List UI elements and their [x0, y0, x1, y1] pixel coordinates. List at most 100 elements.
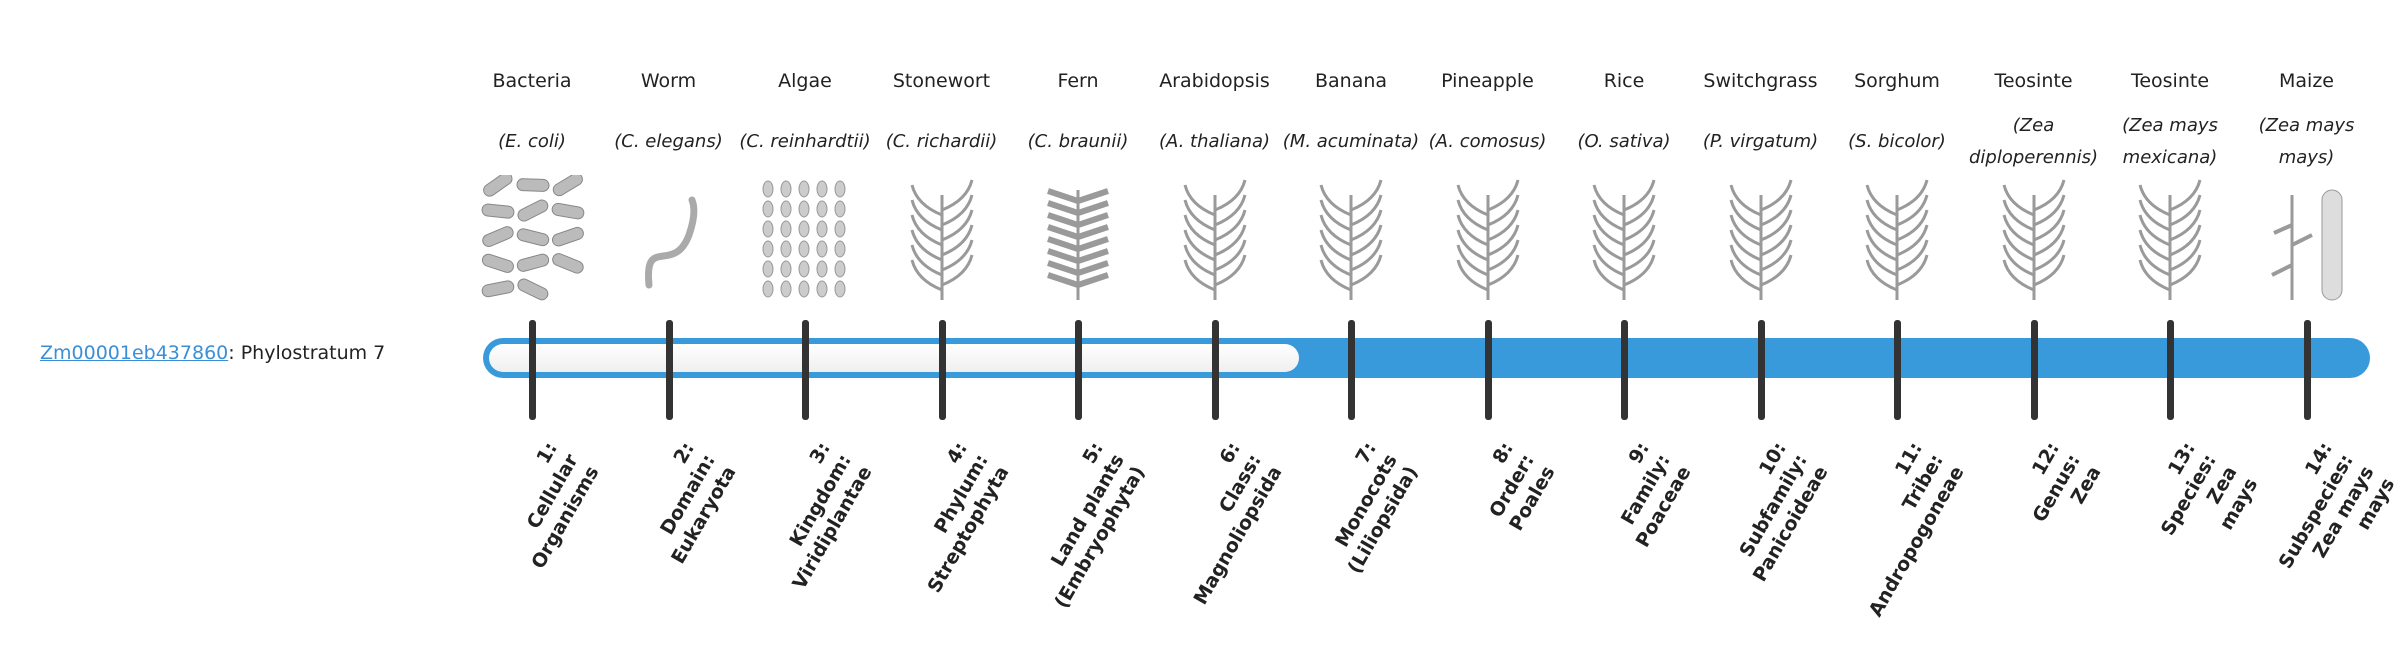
stratum-label: 6: Class: Magnoliopsida: [1125, 438, 1287, 647]
species-text: (C. richardii): [885, 131, 998, 152]
organism-species-name: (C. richardii): [872, 106, 1012, 178]
species-text: (Zea diploperennis): [1968, 115, 2099, 168]
organism-common-name: Banana: [1314, 70, 1388, 92]
organism-common-name: Bacteria: [492, 70, 572, 92]
organism-common-name: Worm: [640, 70, 697, 92]
organism-common-name: Rice: [1603, 70, 1645, 92]
stratum-label: 1: Cellular Organisms: [442, 438, 604, 647]
organism-column: Bacteria (E. coli): [462, 66, 602, 178]
organism-species-name: (S. bicolor): [1827, 106, 1967, 178]
stratum-tick: [1211, 320, 1219, 420]
organism-column: Fern (C. braunii): [1008, 66, 1148, 178]
gene-id-link[interactable]: Zm00001eb437860: [40, 342, 229, 364]
organism-species-name: (M. acuminata): [1281, 106, 1421, 178]
organism-common-name: Sorghum: [1854, 70, 1940, 92]
separator: :: [228, 342, 235, 364]
organism-column: Switchgrass (P. virgatum): [1691, 66, 1831, 178]
organism-column: Teosinte (Zea mays mexicana): [2100, 66, 2240, 178]
organism-species-name: (Zea mays mays): [2237, 106, 2377, 178]
stratum-tick: [1621, 320, 1628, 420]
organism-common-name: Teosinte: [1994, 70, 2073, 92]
organism-species-name: (A. comosus): [1418, 106, 1558, 178]
organism-species-name: (A. thaliana): [1145, 106, 1285, 178]
stratum-label: 8: Order: Poales: [1398, 438, 1560, 647]
stratum-tick: [802, 320, 809, 420]
organism-column: Banana (M. acuminata): [1281, 66, 1421, 178]
species-text: (E. coli): [498, 131, 566, 152]
worm-icon: [614, 175, 724, 303]
organism-species-name: (E. coli): [462, 106, 602, 178]
teosinte-icon: [1979, 175, 2089, 303]
organism-species-name: (Zea mays mexicana): [2100, 106, 2240, 178]
switchgrass-icon: [1706, 175, 1816, 303]
organism-column: Rice (O. sativa): [1554, 66, 1694, 178]
stratum-tick: [1484, 320, 1492, 420]
teosinte-mexicana-icon: [2115, 175, 2225, 303]
organism-species-name: (C. reinhardtii): [735, 106, 875, 178]
organism-column: Sorghum (S. bicolor): [1827, 66, 1967, 178]
stratum-tick: [1894, 320, 1901, 420]
stratum-tick: [529, 320, 536, 420]
organism-column: Maize (Zea mays mays): [2237, 66, 2377, 178]
stratum-tick: [665, 320, 673, 420]
species-text: (S. bicolor): [1848, 131, 1946, 152]
stratum-tick: [938, 320, 946, 420]
stratum-label: 10: Subfamily: Panicoideae: [1671, 438, 1833, 647]
stratum-tick: [1757, 320, 1765, 420]
organism-common-name: Maize: [2279, 70, 2334, 92]
bacteria-icon: [477, 172, 587, 303]
species-text: (Zea mays mexicana): [2122, 115, 2218, 168]
stratum-label: 2: Domain: Eukaryota: [579, 438, 741, 647]
arabidopsis-icon: [1160, 175, 1270, 303]
phylostratum-text: Phylostratum 7: [234, 342, 386, 364]
organism-column: Stonewort (C. richardii): [872, 66, 1012, 178]
organism-species-name: (O. sativa): [1554, 106, 1694, 178]
phylostratum-bar: [483, 338, 2370, 378]
gene-stratum-label: Zm00001eb437860: Phylostratum 7: [40, 340, 385, 366]
organism-common-name: Fern: [1057, 70, 1099, 92]
organism-species-name: (Zea diploperennis): [1964, 106, 2104, 178]
stonewort-icon: [887, 175, 997, 303]
stratum-tick: [1075, 320, 1082, 420]
rice-icon: [1569, 175, 1679, 303]
organism-column: Arabidopsis (A. thaliana): [1145, 66, 1285, 178]
species-text: (C. reinhardtii): [739, 131, 871, 152]
organism-common-name: Arabidopsis: [1159, 70, 1270, 92]
organism-column: Teosinte (Zea diploperennis): [1964, 66, 2104, 178]
stratum-label: 7: Monocots (Liliopsida): [1261, 438, 1423, 647]
sorghum-icon: [1842, 175, 1952, 303]
stratum-tick: [2303, 320, 2311, 420]
stratum-tick: [2030, 320, 2038, 420]
stratum-label: 12: Genus: Zea: [1944, 438, 2106, 647]
stratum-label: 13: Species: Zea mays: [2080, 438, 2263, 659]
bar-unfilled-region: [489, 344, 1299, 372]
organism-common-name: Algae: [778, 70, 832, 92]
stratum-tick: [2167, 320, 2174, 420]
organism-column: Pineapple (A. comosus): [1418, 66, 1558, 178]
stratum-tick: [1348, 320, 1355, 420]
species-text: (C. braunii): [1027, 131, 1129, 152]
organism-common-name: Teosinte: [2130, 70, 2210, 92]
species-text: (A. thaliana): [1158, 131, 1271, 152]
banana-icon: [1296, 175, 1406, 303]
species-text: (P. virgatum): [1702, 131, 1819, 152]
organism-species-name: (C. braunii): [1008, 106, 1148, 178]
stratum-label: 5: Land plants (Embryophyta): [988, 438, 1150, 647]
stratum-label: 3: Kingdom: Viridiplantae: [715, 438, 877, 647]
stratum-label: 11: Tribe: Andropogoneae: [1807, 438, 1969, 647]
organism-column: Algae (C. reinhardtii): [735, 66, 875, 178]
stratum-label: 9: Family: Poaceae: [1534, 438, 1696, 647]
species-text: (Zea mays mays): [2258, 115, 2355, 168]
organism-common-name: Pineapple: [1441, 70, 1534, 92]
organism-species-name: (P. virgatum): [1691, 106, 1831, 178]
species-text: (C. elegans): [614, 131, 723, 152]
fern-icon: [1023, 175, 1133, 303]
organism-common-name: Stonewort: [892, 70, 991, 92]
organism-species-name: (C. elegans): [599, 106, 739, 178]
maize-icon: [2252, 175, 2362, 303]
stratum-label: 14: Subspecies: Zea mays mays: [2217, 438, 2400, 659]
species-text: (O. sativa): [1577, 131, 1671, 152]
organism-common-name: Switchgrass: [1703, 70, 1818, 92]
species-text: (M. acuminata): [1282, 131, 1420, 152]
organism-column: Worm (C. elegans): [599, 66, 739, 178]
